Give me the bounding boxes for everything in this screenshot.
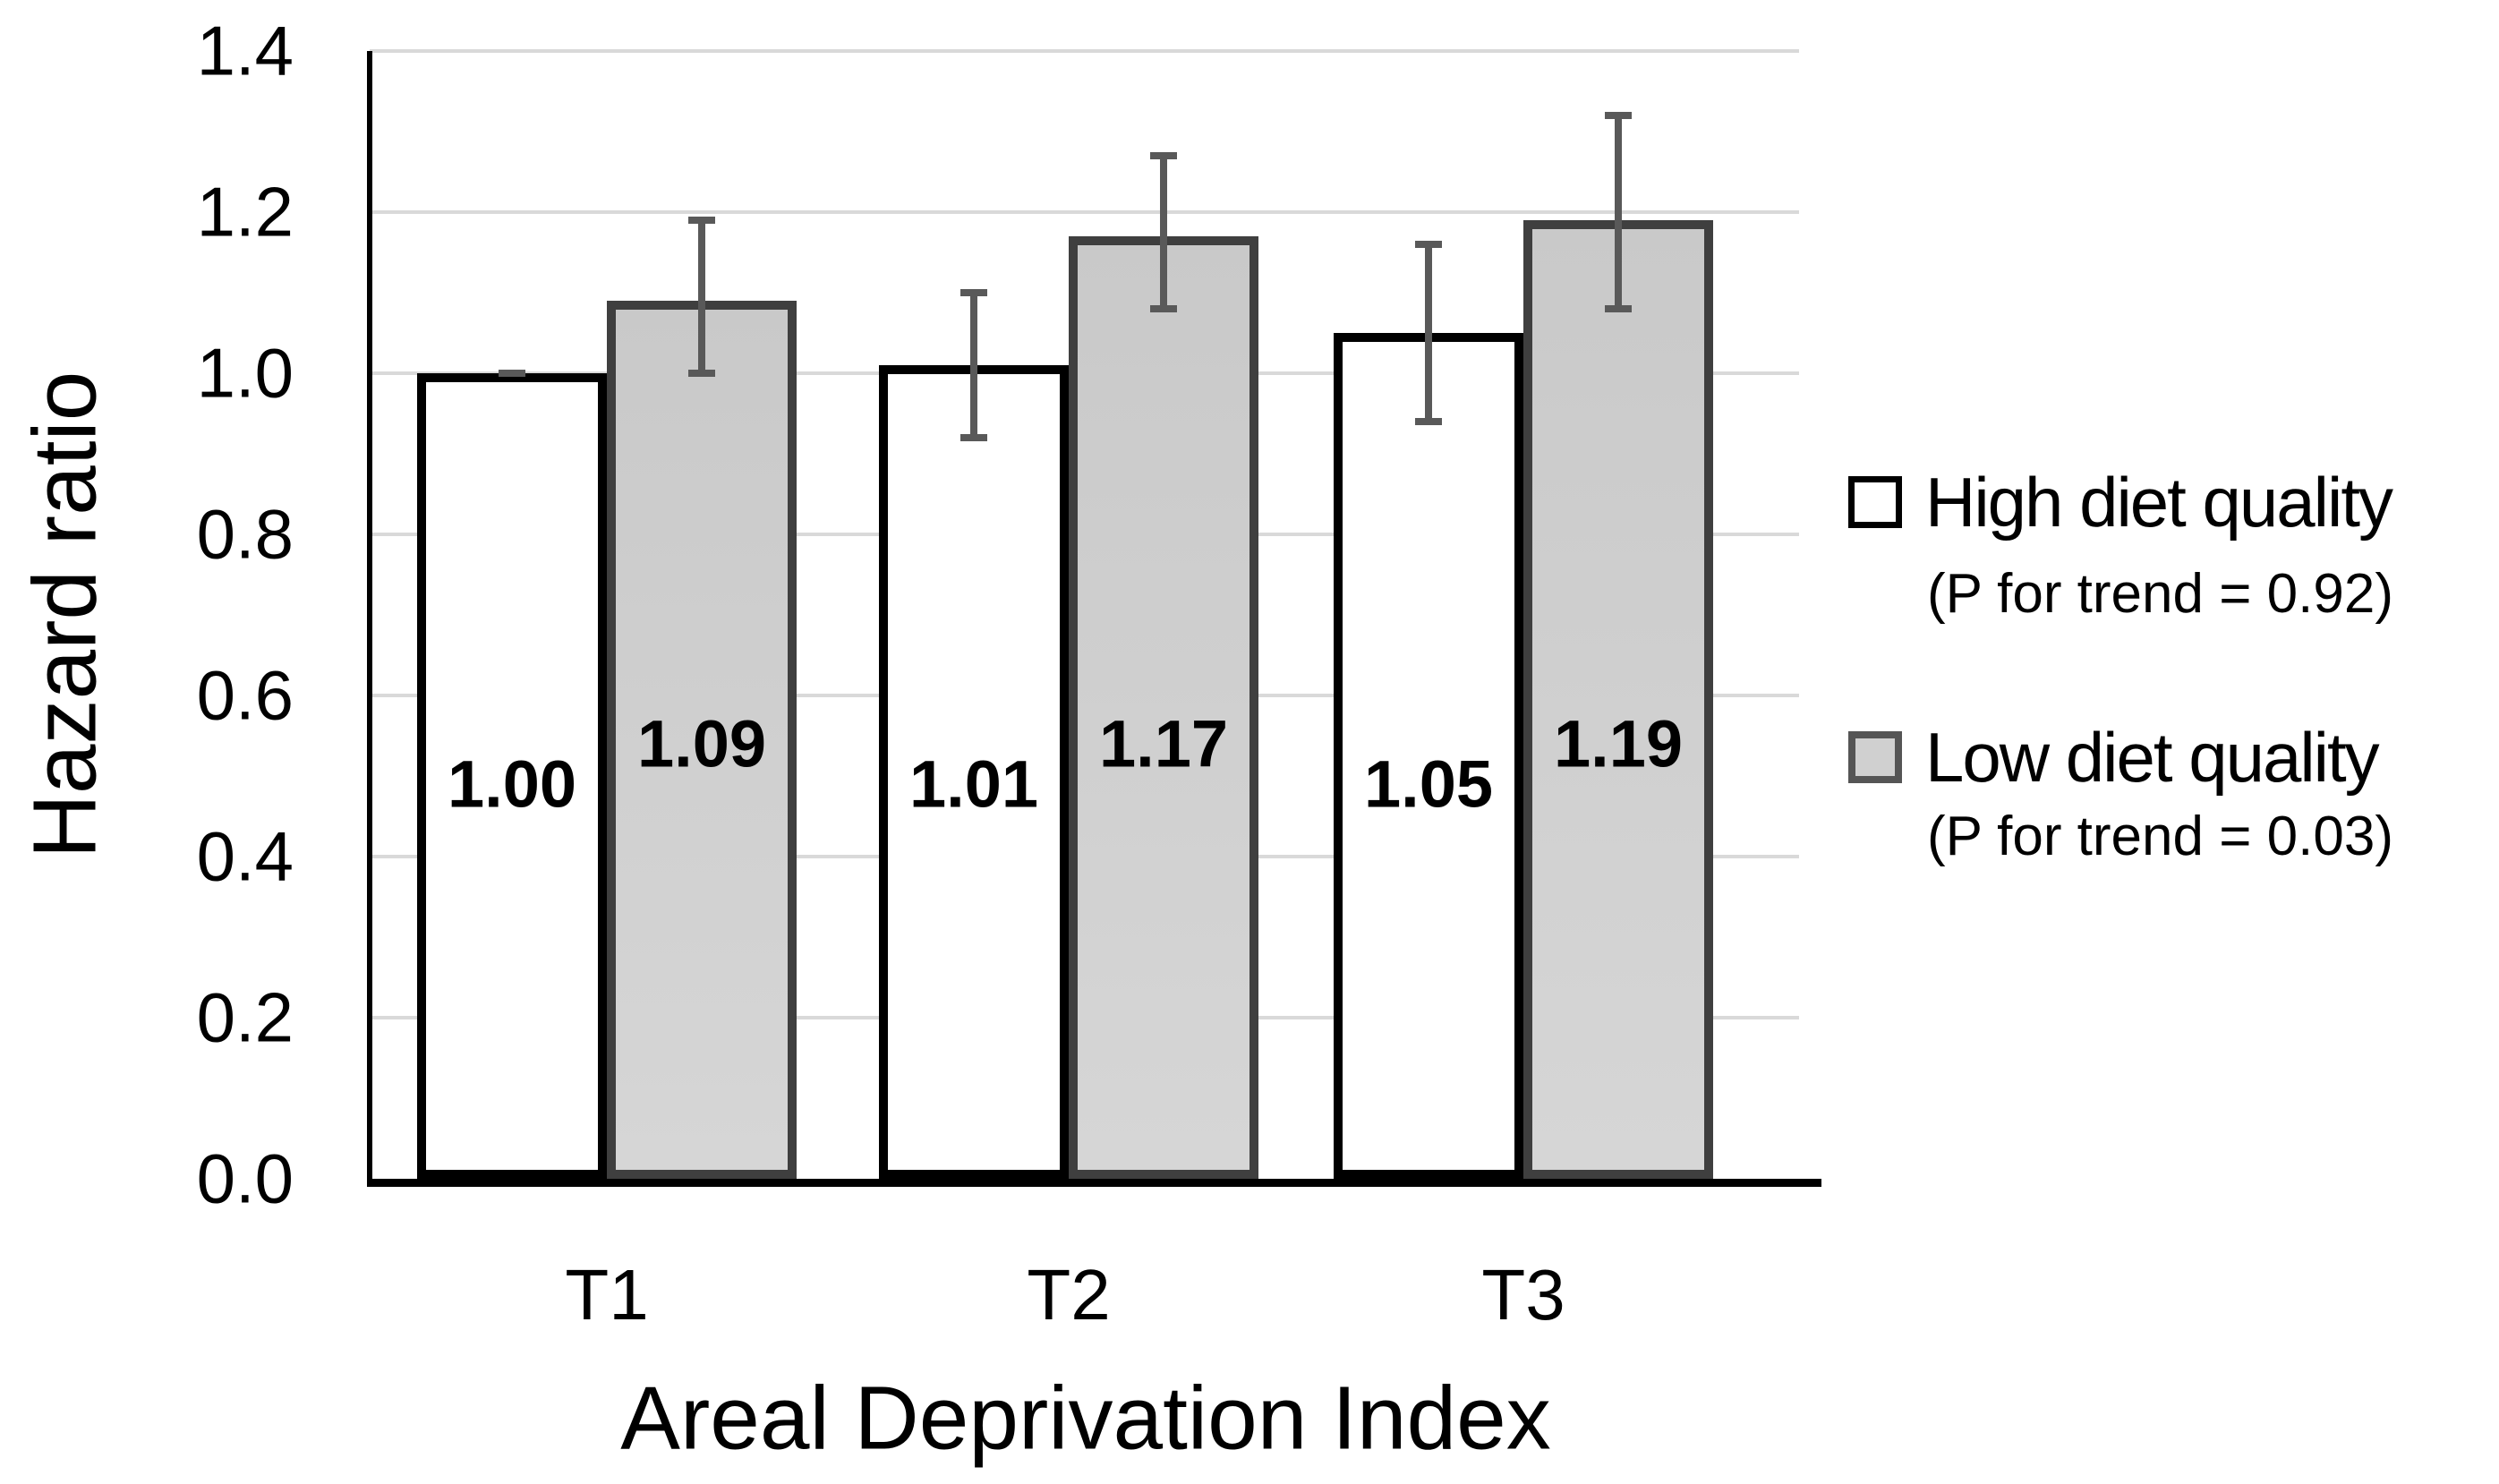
bar-value-label-T1-white: 1.00	[447, 746, 577, 822]
error-bar-T2-white	[970, 293, 977, 438]
low-diet-quality-swatch-icon	[1848, 731, 1902, 783]
error-cap-bottom-T2-gray	[1150, 305, 1177, 312]
error-cap-top-T1-gray	[688, 217, 715, 224]
gridline-1.4	[370, 49, 1799, 53]
error-bar-T3-gray	[1615, 115, 1622, 309]
error-cap-top-T2-white	[960, 289, 987, 296]
y-tick-label-1.4: 1.4	[196, 11, 294, 90]
y-axis-title: Hazard ratio	[14, 371, 115, 859]
bar-T3-white	[1334, 333, 1523, 1179]
error-bar-T1-gray	[698, 220, 705, 373]
legend-item-low-diet-quality: Low diet quality (P for trend = 0.03)	[1848, 721, 2393, 867]
bar-T1-white	[417, 373, 607, 1179]
bar-value-label-T3-gray: 1.19	[1553, 706, 1684, 781]
error-cap-bottom-T3-gray	[1605, 305, 1632, 312]
y-tick-label-0.2: 0.2	[196, 977, 294, 1057]
y-tick-label-0.6: 0.6	[196, 655, 294, 735]
high-diet-quality-swatch-icon	[1848, 476, 1902, 528]
y-tick-label-1.0: 1.0	[196, 333, 294, 413]
legend-p-for-trend: (P for trend = 0.03)	[1927, 806, 2393, 867]
bar-value-label-T3-white: 1.05	[1363, 746, 1494, 822]
bar-value-label-T2-white: 1.01	[908, 746, 1039, 822]
legend-row: Low diet quality	[1848, 721, 2393, 794]
gridline-1.2	[370, 210, 1799, 214]
bar-value-label-T2-gray: 1.17	[1098, 706, 1229, 781]
y-tick-label-1.2: 1.2	[196, 172, 294, 252]
x-axis-title: Areal Deprivation Index	[620, 1368, 1551, 1469]
legend-label: High diet quality	[1925, 463, 2393, 542]
legend-row: High diet quality	[1848, 465, 2393, 539]
error-cap-bottom-T3-white	[1415, 418, 1442, 425]
error-cap-top-T2-gray	[1150, 152, 1177, 159]
x-tick-label-T3: T3	[1481, 1255, 1565, 1335]
error-cap-top-T3-white	[1415, 241, 1442, 248]
y-axis-line	[367, 51, 372, 1187]
x-axis-line	[367, 1179, 1821, 1187]
error-cap-top-T1-white	[499, 370, 525, 377]
y-tick-label-0.0: 0.0	[196, 1139, 294, 1218]
x-tick-label-T1: T1	[565, 1255, 649, 1335]
legend-item-high-diet-quality: High diet quality (P for trend = 0.92)	[1848, 465, 2393, 625]
legend-p-for-trend: (P for trend = 0.92)	[1927, 563, 2393, 625]
legend-label: Low diet quality	[1925, 718, 2380, 797]
y-tick-label-0.8: 0.8	[196, 494, 294, 574]
error-cap-bottom-T2-white	[960, 434, 987, 441]
x-tick-label-T2: T2	[1027, 1255, 1111, 1335]
bar-value-label-T1-gray: 1.09	[636, 706, 767, 781]
y-tick-label-0.4: 0.4	[196, 816, 294, 896]
error-bar-T2-gray	[1160, 156, 1167, 309]
error-bar-T3-white	[1425, 244, 1432, 422]
error-cap-top-T3-gray	[1605, 112, 1632, 119]
error-cap-bottom-T1-gray	[688, 370, 715, 377]
